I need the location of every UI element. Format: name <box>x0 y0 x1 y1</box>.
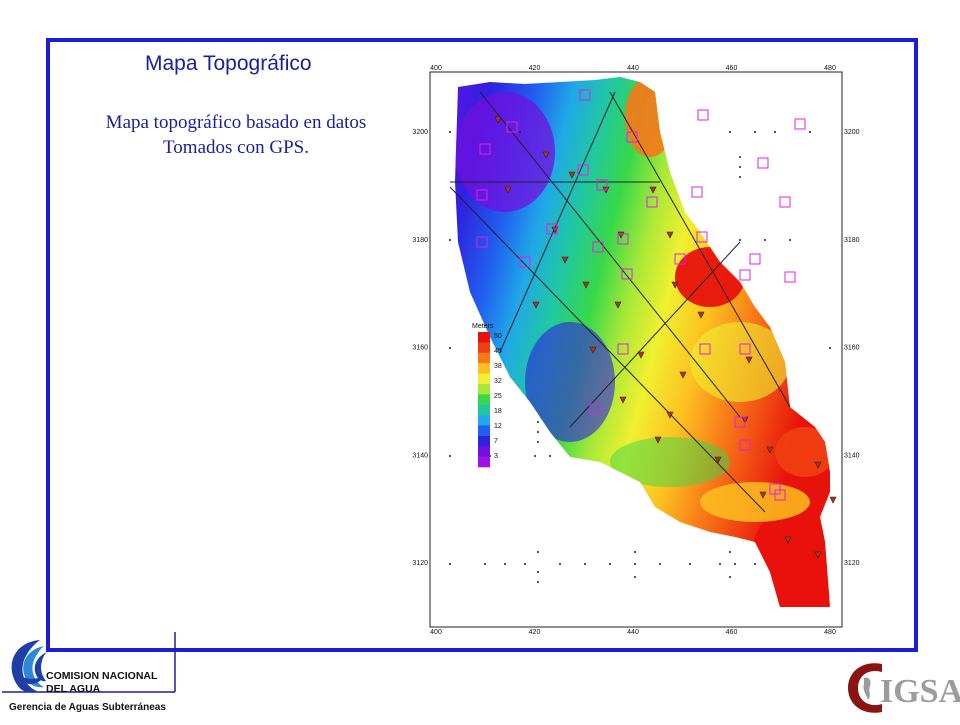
well-label-boxes <box>476 89 806 501</box>
x-tick-label-bottom: 460 <box>726 629 738 636</box>
slide-title: Mapa Topográfico <box>145 52 312 75</box>
igsa-emblem-icon: IGSA <box>848 663 960 713</box>
y-axis-right-ticks: 3200 3180 3160 3140 3120 <box>844 129 860 567</box>
igsa-logo-text: IGSA <box>880 673 960 710</box>
x-tick-label-top: 440 <box>627 65 639 72</box>
slide-frame <box>46 38 918 652</box>
y-tick-label-right: 3200 <box>844 129 860 136</box>
slide-description: Mapa topográfico basado en datos Tomados… <box>80 110 392 160</box>
conagua-emblem-icon <box>2 632 176 693</box>
legend-value-label: 38 <box>494 363 502 370</box>
legend-value-label: 45 <box>494 348 502 355</box>
y-tick-label-right: 3160 <box>844 345 860 352</box>
legend-swatch <box>478 352 490 364</box>
x-axis-bottom-ticks: 400 420 440 460 480 <box>430 629 836 636</box>
legend-value-label: 7 <box>494 438 498 445</box>
topographic-map: Meters 50 45 38 32 25 18 12 7 3 400 420 440 460 480 … <box>410 62 862 640</box>
legend-value-label: 3 <box>494 453 498 460</box>
legend-value-label: 12 <box>494 423 502 430</box>
y-tick-label-left: 3120 <box>412 560 428 567</box>
x-axis-top-ticks: 400 420 440 460 480 <box>430 65 836 72</box>
x-tick-label-bottom: 420 <box>529 629 541 636</box>
x-tick-label-bottom: 400 <box>430 629 442 636</box>
description-line-1: Mapa topográfico basado en datos <box>105 112 367 133</box>
x-tick-label-top: 420 <box>529 65 541 72</box>
legend-swatch <box>478 342 490 354</box>
x-tick-label-bottom: 480 <box>824 629 836 636</box>
x-tick-label-bottom: 440 <box>627 629 639 636</box>
igsa-logo: IGSA <box>842 656 960 720</box>
y-tick-label-left: 3140 <box>412 452 428 459</box>
legend-swatch <box>478 425 490 437</box>
legend-swatch <box>478 446 490 457</box>
elevation-legend: Meters 50 45 38 32 25 18 12 7 3 <box>472 323 502 468</box>
legend-swatch <box>478 435 490 447</box>
conagua-name-line-1: COMISION NACIONAL <box>46 670 158 682</box>
legend-swatch <box>478 415 490 426</box>
y-axis-left-ticks: 3200 3180 3160 3140 3120 <box>412 129 428 567</box>
legend-swatch <box>478 373 490 385</box>
y-tick-label-right: 3140 <box>844 452 860 459</box>
legend-swatch <box>478 456 490 468</box>
y-tick-label-right: 3180 <box>844 237 860 244</box>
y-tick-label-right: 3120 <box>844 560 860 567</box>
legend-title: Meters <box>472 323 494 330</box>
description-line-2: Tomados con GPS. <box>163 137 309 158</box>
legend-value-label: 25 <box>494 393 502 400</box>
legend-value-label: 32 <box>494 378 502 385</box>
legend-swatch <box>478 404 490 416</box>
data-points <box>449 131 831 583</box>
x-tick-label-top: 480 <box>824 65 836 72</box>
legend-swatch <box>478 383 490 395</box>
x-tick-label-top: 460 <box>726 65 738 72</box>
conagua-logo <box>0 630 210 720</box>
survey-lines <box>449 91 791 513</box>
legend-bars <box>478 332 490 468</box>
well-markers <box>494 116 837 559</box>
legend-swatch <box>478 363 490 374</box>
legend-value-label: 50 <box>494 333 502 340</box>
conagua-name-line-2: DEL AGUA <box>46 683 101 695</box>
x-tick-label-top: 400 <box>430 65 442 72</box>
y-tick-label-left: 3200 <box>412 129 428 136</box>
legend-swatch <box>478 332 490 343</box>
y-tick-label-left: 3160 <box>412 345 428 352</box>
legend-labels: 50 45 38 32 25 18 12 7 3 <box>494 333 502 460</box>
y-tick-label-left: 3180 <box>412 237 428 244</box>
legend-value-label: 18 <box>494 408 502 415</box>
legend-swatch <box>478 394 490 405</box>
conagua-department: Gerencia de Aguas Subterráneas <box>9 702 166 713</box>
